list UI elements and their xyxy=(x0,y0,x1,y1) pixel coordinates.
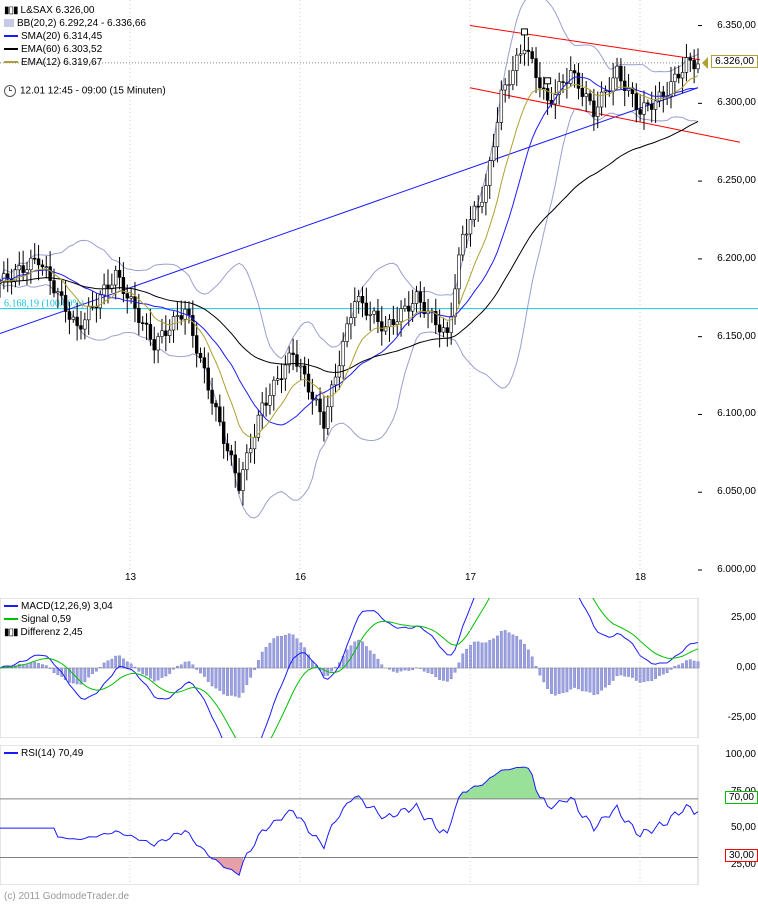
price-tick: 6.200,00 xyxy=(717,253,756,264)
rsi-tick: 100,00 xyxy=(725,749,756,760)
macd-tick: 0,00 xyxy=(737,662,756,673)
current-price-tag: 6.326,00 xyxy=(711,55,758,68)
price-tick: 6.300,00 xyxy=(717,97,756,108)
x-tick: 18 xyxy=(635,572,646,583)
x-tick: 17 xyxy=(465,572,476,583)
macd-chart[interactable] xyxy=(0,598,758,738)
rsi-tick: 50,00 xyxy=(731,822,756,833)
copyright: (c) 2011 GodmodeTrader.de xyxy=(4,891,129,902)
price-tick: 6.100,00 xyxy=(717,408,756,419)
rsi-70-tag: 70,00 xyxy=(725,791,758,804)
x-tick: 13 xyxy=(125,572,136,583)
macd-tick: -25,00 xyxy=(728,712,756,723)
price-tick: 6.050,00 xyxy=(717,486,756,497)
rsi-30-tag: 30,00 xyxy=(725,849,758,862)
price-tick: 6.000,00 xyxy=(717,564,756,575)
price-chart[interactable]: 6.168,19 (100.00%) xyxy=(0,0,758,590)
macd-tick: 25,00 xyxy=(731,612,756,623)
price-tick: 6.350,00 xyxy=(717,20,756,31)
current-price-arrow xyxy=(702,57,708,69)
price-tick: 6.150,00 xyxy=(717,331,756,342)
x-tick: 16 xyxy=(295,572,306,583)
rsi-chart[interactable] xyxy=(0,745,758,885)
price-tick: 6.250,00 xyxy=(717,175,756,186)
